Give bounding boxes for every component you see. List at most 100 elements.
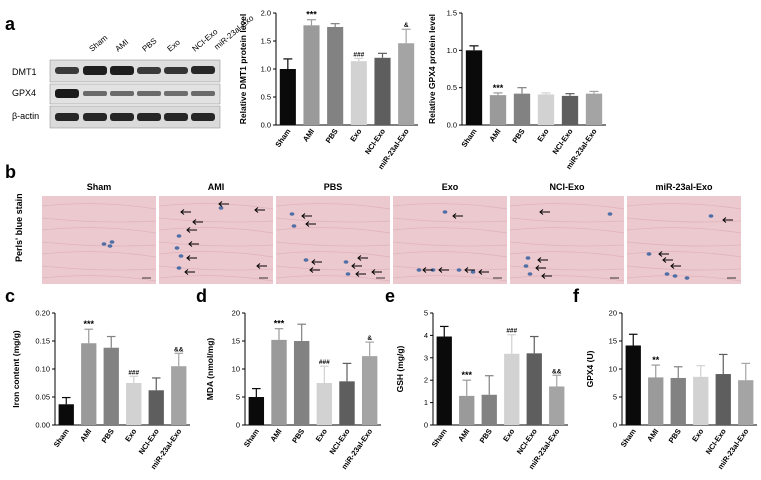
tissue-fibre [626, 203, 742, 210]
lane-label: miR-23al-Exo [213, 13, 256, 51]
significance-mark: & [367, 335, 372, 342]
micrograph [276, 196, 390, 284]
significance-mark: *** [306, 10, 317, 20]
iron-deposit [708, 214, 714, 218]
stain-panel-title: miR-23al-Exo [655, 182, 713, 192]
significance-mark: *** [274, 319, 285, 329]
blot-band [164, 113, 188, 121]
bar-nci-exo [374, 57, 391, 125]
arrow-left-icon [478, 269, 489, 275]
significance-mark: ### [353, 51, 364, 58]
iron-deposit [101, 242, 107, 246]
tissue-fibre [626, 275, 742, 282]
x-tick-label: AMI [645, 427, 660, 443]
arrow-left-icon [218, 201, 229, 207]
stain-panel-ami: AMI [158, 182, 274, 284]
bar-sham [279, 69, 296, 125]
tissue-fibre [392, 217, 508, 223]
iron-deposit [527, 272, 533, 276]
y-tick-label: 15 [609, 337, 617, 346]
lane-label: AMI [114, 37, 131, 53]
tissue-fibre [392, 251, 508, 258]
y-tick-label: 2.0 [261, 9, 271, 18]
tissue-fibre [509, 203, 625, 210]
arrow-left-icon [722, 217, 733, 223]
y-tick-label: 1.0 [261, 65, 271, 74]
x-tick-label: AMI [456, 427, 471, 443]
iron-deposit [470, 270, 476, 274]
tissue-fibre [275, 217, 391, 223]
arrow-left-icon [357, 255, 368, 261]
tissue-fibre [41, 217, 157, 223]
tissue-fibre [158, 251, 274, 258]
blot-bands-gpx4 [55, 89, 215, 98]
bar-ami [271, 339, 287, 425]
arrow-left-icon [371, 269, 382, 275]
stain-panel-title: Sham [87, 182, 112, 192]
lane-label: PBS [141, 36, 159, 53]
y-tick-label: 0.15 [35, 337, 50, 346]
x-tick-label: Exo [535, 127, 551, 144]
arrow-left-icon [464, 267, 475, 273]
arrow-left-icon [535, 265, 546, 271]
y-tick-label: 4 [424, 331, 428, 340]
iron-deposit [664, 272, 670, 276]
significance-mark: && [174, 346, 184, 353]
x-tick-label: AMI [268, 427, 283, 443]
x-tick-label: PBS [478, 427, 494, 445]
tissue-fibre [509, 241, 625, 247]
blot-bands-actin [55, 113, 215, 121]
tissue-fibre [392, 265, 508, 271]
x-tick-label: Sham [430, 427, 449, 449]
significance-mark: *** [461, 370, 472, 380]
arrow-left-icon [539, 209, 550, 215]
x-tick-label: Sham [273, 127, 292, 149]
stain-panel-exo: Exo [392, 182, 508, 284]
tissue-fibre [626, 217, 742, 223]
iron-deposit [178, 254, 184, 258]
x-tick-label: Sham [619, 427, 638, 449]
iron-deposit [525, 256, 531, 260]
iron-deposit [176, 234, 182, 238]
tissue-fibre [158, 227, 274, 234]
x-tick-label: PBS [100, 427, 116, 445]
chart-a1: 0.0 0.5 1.0 1.5 2.0 Relative DMT1 protein lev… [238, 9, 418, 171]
panel-letter-a: a [5, 14, 16, 34]
blot-band [137, 113, 161, 121]
y-tick-label: 3 [424, 353, 428, 362]
significance-mark: *** [493, 83, 504, 93]
x-tick-label: Exo [314, 427, 330, 444]
blot-band [110, 66, 134, 75]
tissue-fibre [41, 275, 157, 282]
x-tick-label: NCI-Exo [328, 427, 352, 456]
tissue-fibre [509, 227, 625, 234]
arrow-left-icon [658, 251, 669, 257]
x-tick-label: AMI [78, 427, 93, 443]
blot-band [137, 67, 161, 74]
bar-pbs [293, 341, 310, 425]
arrow-left-icon [301, 213, 312, 219]
tissue-fibre [626, 241, 742, 247]
micrograph [627, 196, 741, 284]
bar-pbs [513, 93, 531, 125]
x-tick-label: Sham [52, 427, 71, 449]
bar-ami [303, 25, 320, 125]
bar-nci-exo [148, 390, 164, 425]
y-tick-label: 20 [232, 309, 240, 318]
y-tick-label: 10 [232, 365, 240, 374]
tissue-fibre [275, 265, 391, 271]
x-tick-label: Exo [123, 427, 139, 444]
stain-panel-title: PBS [324, 182, 343, 192]
arrow-left-icon [351, 263, 362, 269]
arrow-left-icon [186, 227, 197, 233]
tissue-fibre [392, 275, 508, 282]
arrow-left-icon [192, 219, 203, 225]
tissue-fibre [392, 241, 508, 247]
bar-exo [316, 383, 333, 425]
bar-ami [489, 95, 507, 125]
y-tick-label: 1.5 [447, 9, 457, 18]
significance-mark: ### [506, 328, 517, 335]
tissue-fibre [509, 251, 625, 258]
y-tick-label: 1.0 [447, 46, 457, 55]
panel-letter-f: f [573, 286, 580, 306]
